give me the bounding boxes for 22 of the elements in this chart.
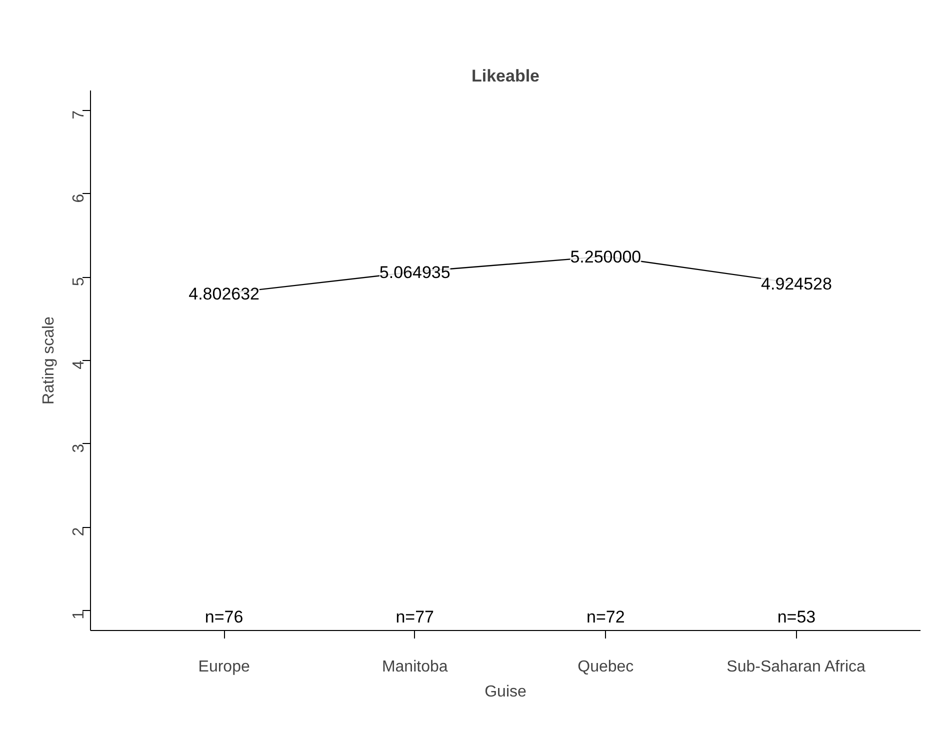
data-label: 4.924528	[761, 274, 832, 294]
y-axis-title: Rating scale	[40, 316, 58, 405]
y-tick-label: 1	[70, 610, 88, 620]
y-tick-label: 2	[70, 527, 88, 536]
x-axis-title: Guise	[484, 684, 526, 700]
x-tick-label: Sub-Saharan Africa	[726, 658, 866, 676]
x-tick-label: Europe	[198, 658, 250, 676]
annotation: n=76	[204, 608, 244, 626]
data-label: 5.250000	[570, 247, 642, 266]
x-tick-label: Manitoba	[382, 658, 448, 676]
annotation: n=72	[586, 608, 625, 626]
y-tick-label: 7	[70, 110, 88, 120]
y-tick-label: 3	[70, 444, 88, 453]
x-tick-label: Quebec	[578, 658, 634, 676]
data-label: 4.802632	[188, 284, 260, 304]
annotation: n=53	[777, 608, 816, 626]
y-tick-label: 5	[70, 277, 88, 286]
y-tick-label: 6	[70, 194, 88, 203]
chart-title: Likeable	[471, 66, 540, 86]
data-label: 5.064935	[379, 262, 450, 282]
y-tick-label: 4	[70, 360, 88, 370]
annotation: n=77	[396, 608, 434, 626]
